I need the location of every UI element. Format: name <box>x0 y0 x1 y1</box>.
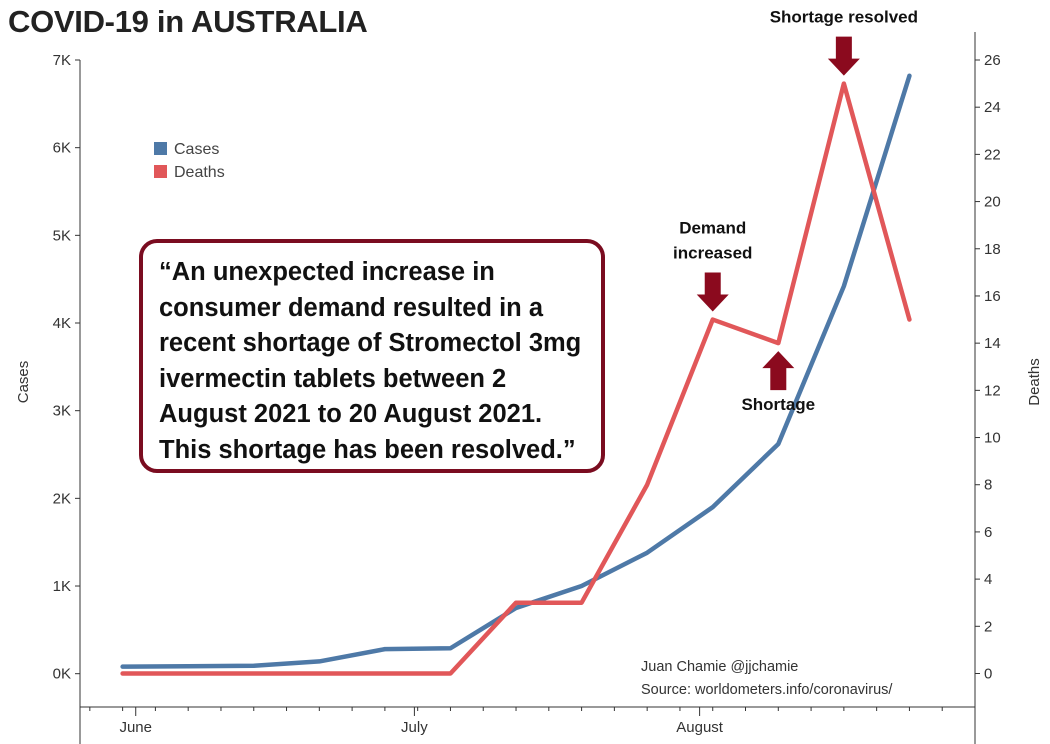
series-line-cases <box>120 73 912 669</box>
y-right-tick-label: 10 <box>984 430 1001 447</box>
credit-source: Source: worldometers.info/coronavirus/ <box>641 682 893 698</box>
y-right-tick-label: 2 <box>984 618 992 635</box>
axes: 0K1K2K3K4K5K6K7K02468101214161820222426J… <box>15 32 1043 744</box>
y-left-tick-label: 0K <box>53 666 71 683</box>
annotation-arrow-1 <box>762 351 795 391</box>
series-line-deaths <box>120 81 912 676</box>
y-right-tick-label: 12 <box>984 382 1001 399</box>
annotation-arrow-0 <box>696 272 729 312</box>
y-right-tick-label: 24 <box>984 99 1001 116</box>
annotation-label-0: Demand <box>679 219 746 238</box>
legend-swatch-deaths <box>154 165 167 178</box>
annotation-label-0: increased <box>673 244 752 263</box>
y-left-tick-label: 1K <box>53 578 71 595</box>
y-right-tick-label: 18 <box>984 241 1001 258</box>
quote-text: “An unexpected increase in consumer dema… <box>159 258 582 464</box>
y-left-tick-label: 3K <box>53 403 71 420</box>
annotations: Demand increased Shortage Shortage resolved <box>673 8 918 415</box>
y-left-tick-label: 2K <box>53 490 71 507</box>
legend-label-deaths: Deaths <box>174 164 225 181</box>
legend: Cases Deaths <box>154 141 225 181</box>
y-left-tick-label: 5K <box>53 227 71 244</box>
y-right-tick-label: 14 <box>984 335 1001 352</box>
quote-box: “An unexpected increase in consumer dema… <box>139 239 605 473</box>
y-right-tick-label: 8 <box>984 477 992 494</box>
credits: Juan Chamie @jjchamie Source: worldomete… <box>641 659 893 698</box>
annotation-arrow-2 <box>827 36 860 76</box>
y-right-tick-label: 0 <box>984 665 992 682</box>
series-lines <box>120 73 912 676</box>
y-left-tick-label: 7K <box>53 52 71 69</box>
y-right-tick-label: 20 <box>984 194 1001 211</box>
x-tick-label: July <box>401 719 428 736</box>
y-right-tick-label: 22 <box>984 146 1001 163</box>
annotation-label-1: Shortage <box>741 395 815 414</box>
x-tick-label: June <box>119 719 152 736</box>
y-left-axis-title: Cases <box>15 361 32 404</box>
y-right-tick-label: 16 <box>984 288 1001 305</box>
legend-swatch-cases <box>154 142 167 155</box>
annotation-label-2: Shortage resolved <box>770 8 918 27</box>
y-right-tick-label: 26 <box>984 52 1001 69</box>
y-right-axis-title: Deaths <box>1026 358 1043 406</box>
y-left-tick-label: 6K <box>53 140 71 157</box>
y-right-tick-label: 6 <box>984 524 992 541</box>
credit-author: Juan Chamie @jjchamie <box>641 659 798 675</box>
chart-title: COVID-19 in AUSTRALIA <box>8 4 368 39</box>
y-left-tick-label: 4K <box>53 315 71 332</box>
legend-label-cases: Cases <box>174 141 219 158</box>
y-right-tick-label: 4 <box>984 571 992 588</box>
x-tick-label: August <box>676 719 724 736</box>
